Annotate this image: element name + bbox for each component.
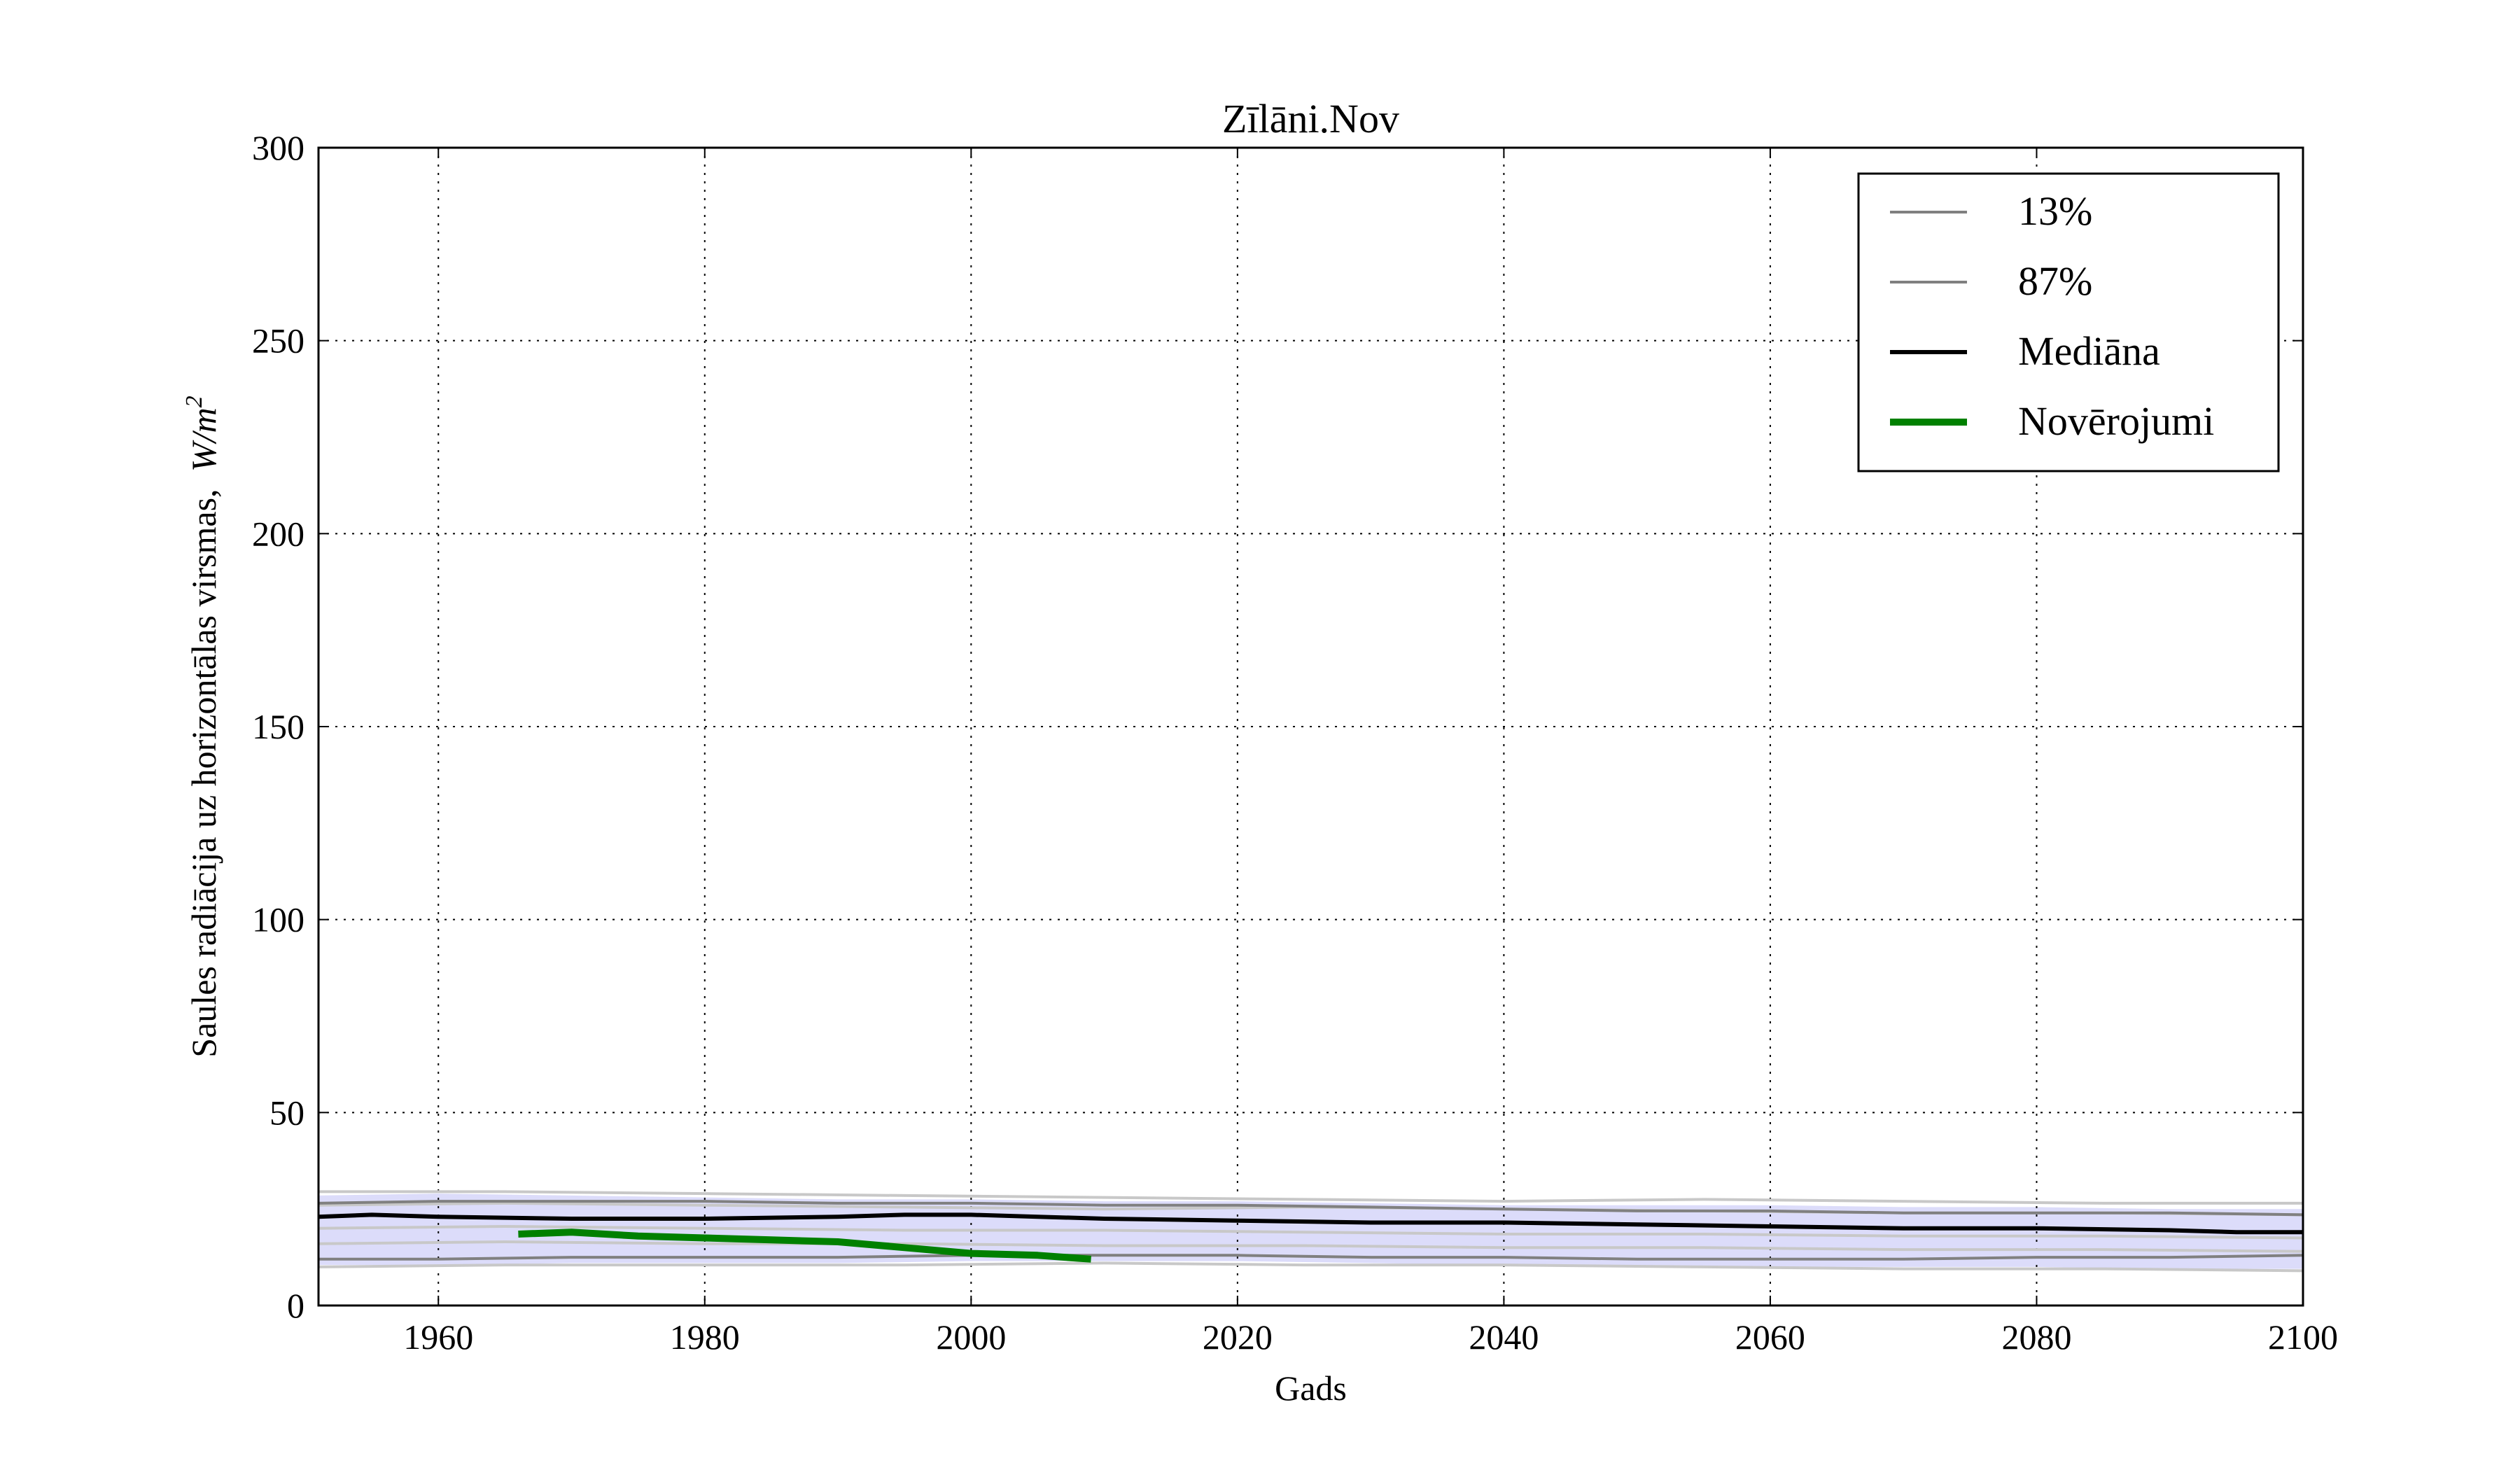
series-line-observations xyxy=(518,1228,1091,1263)
legend-item-13-label: 13% xyxy=(2018,188,2092,234)
x-tick-label: 1980 xyxy=(670,1317,740,1357)
y-tick-label: 200 xyxy=(252,514,304,553)
ticks-layer: 1960 1980 2000 2020 2040 2060 2080 2100 0 50 100 15… xyxy=(252,128,2338,1357)
y-axis-label-unit: W/m xyxy=(184,407,223,472)
legend-item-87-label: 87% xyxy=(2018,258,2092,304)
grid-layer xyxy=(318,148,2303,1306)
ensemble-line-5 xyxy=(318,1261,2304,1273)
ensemble-line-3 xyxy=(318,1224,2304,1240)
legend: 13% 87% Mediāna Novērojumi xyxy=(1857,172,2280,472)
y-axis-label-text: Saules radiācija uz horizontālas virsmas… xyxy=(184,489,223,1057)
lines-layer xyxy=(318,1190,2304,1273)
series-line-87 xyxy=(318,1200,2304,1217)
x-axis-label: Gads xyxy=(1275,1368,1347,1408)
series-line-median xyxy=(318,1212,2303,1235)
y-tick-label: 100 xyxy=(252,900,304,939)
x-tick-label: 2020 xyxy=(1203,1317,1273,1357)
ensemble-line-1 xyxy=(318,1190,2303,1205)
x-tick-label: 1960 xyxy=(403,1317,473,1357)
y-axis-label: Saules radiācija uz horizontālas virsmas… xyxy=(181,396,223,1057)
legend-item-median-label: Mediāna xyxy=(2018,328,2160,374)
legend-item-observations-label: Novērojumi xyxy=(2018,398,2214,444)
y-tick-label: 250 xyxy=(252,321,304,360)
x-tick-label: 2040 xyxy=(1469,1317,1539,1357)
y-tick-label: 0 xyxy=(287,1286,304,1325)
x-tick-label: 2060 xyxy=(1735,1317,1805,1357)
y-tick-label: 150 xyxy=(252,707,304,746)
x-tick-label: 2000 xyxy=(936,1317,1006,1357)
y-tick-label: 50 xyxy=(270,1093,304,1132)
x-tick-label: 2080 xyxy=(2001,1317,2071,1357)
ensemble-line-4 xyxy=(318,1240,2304,1253)
x-tick-label: 2100 xyxy=(2268,1317,2338,1357)
y-tick-label: 300 xyxy=(252,128,304,167)
series-line-13 xyxy=(318,1254,2304,1261)
y-axis-label-unit-exponent: 2 xyxy=(181,396,207,407)
chart-title: Zīlāni.Nov xyxy=(1222,96,1399,141)
